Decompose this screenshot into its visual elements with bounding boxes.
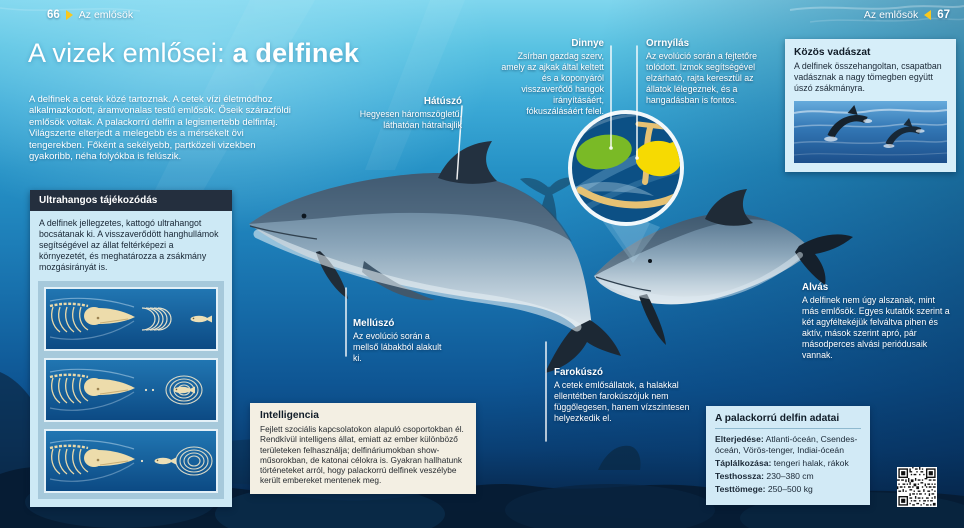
- page-header-left: 66 Az emlősök: [47, 9, 133, 21]
- calf-dolphin: [594, 189, 853, 345]
- page-title: A vizek emlősei: a delfinek: [28, 38, 360, 68]
- callout-sleep: Alvás A delfinek nem úgy alszanak, mint …: [802, 282, 950, 360]
- arrow-right-icon: [65, 10, 73, 20]
- melon-organ: [576, 134, 632, 170]
- callout-melon: Dinnye Zsírban gazdag szerv, amely az aj…: [501, 38, 604, 116]
- hunting-box-body: A delfinek összehangoltan, csapatban vad…: [794, 61, 942, 94]
- callout-pectoral-fin: Mellúszó Az evolúció során a mellső lába…: [353, 318, 442, 363]
- echolocation-box-body: A delfinek jellegzetes, kattogó ultrahan…: [30, 211, 232, 279]
- callout-dorsal-fin: Hátúszó Hegyesen háromszögletű, láthatóa…: [359, 96, 462, 130]
- hunting-box: Közös vadászat A delfinek összehangoltan…: [785, 39, 956, 172]
- page-number-left: 66: [47, 9, 60, 21]
- arrow-left-icon: [924, 10, 932, 20]
- section-label-left: Az emlősök: [78, 9, 134, 21]
- surface-ripples: [0, 5, 964, 23]
- echolocation-step-1: [44, 287, 218, 352]
- qr-code: [897, 467, 937, 507]
- tail-fluke: [545, 320, 621, 373]
- echolocation-box: Ultrahangos tájékozódás A delfinek jelle…: [30, 190, 232, 508]
- callout-lines: [345, 45, 639, 442]
- callout-tail-fin: Farokúszó A cetek emlősállatok, a halakk…: [554, 367, 690, 423]
- dorsal-fin: [438, 141, 497, 184]
- head-anatomy-inset: [568, 110, 684, 226]
- intro-paragraph: A delfinek a cetek közé tartoznak. A cet…: [29, 93, 291, 163]
- nasal-sac: [636, 140, 680, 177]
- callout-blowhole: Orrnyílás Az evolúció során a fejtetőre …: [646, 38, 758, 105]
- sun-rays: [135, 0, 465, 230]
- fact-row: Testhossza: 230–380 cm: [715, 470, 814, 481]
- facts-box-title: A palackorrú delfin adatai: [715, 413, 861, 429]
- page-header-right: Az emlősök 67: [864, 9, 950, 21]
- section-label-right: Az emlősök: [863, 9, 919, 21]
- echolocation-box-title: Ultrahangos tájékozódás: [30, 190, 232, 211]
- intelligence-box-body: Fejlett szociális kapcsolatokon alapuló …: [260, 424, 464, 486]
- fact-row: Elterjedése: Atlanti-óceán, Csendes-óceá…: [715, 434, 858, 455]
- echolocation-step-2: [44, 358, 218, 423]
- echolocation-step-3: [44, 429, 218, 494]
- hunting-photo: [794, 100, 947, 163]
- main-dolphin: [249, 141, 621, 373]
- species-facts-box: A palackorrú delfin adatai Elterjedése: …: [706, 406, 870, 505]
- hunting-box-title: Közös vadászat: [794, 47, 871, 58]
- fact-row: Testtömege: 250–500 kg: [715, 483, 813, 494]
- fact-row: Táplálkozása: tengeri halak, rákok: [715, 457, 849, 468]
- echolocation-diagram-frame: [38, 281, 224, 500]
- intelligence-box: Intelligencia Fejlett szociális kapcsola…: [250, 403, 476, 494]
- dorsal-callout-line: [456, 105, 463, 180]
- intelligence-box-title: Intelligencia: [260, 410, 319, 421]
- page-number-right: 67: [937, 9, 950, 21]
